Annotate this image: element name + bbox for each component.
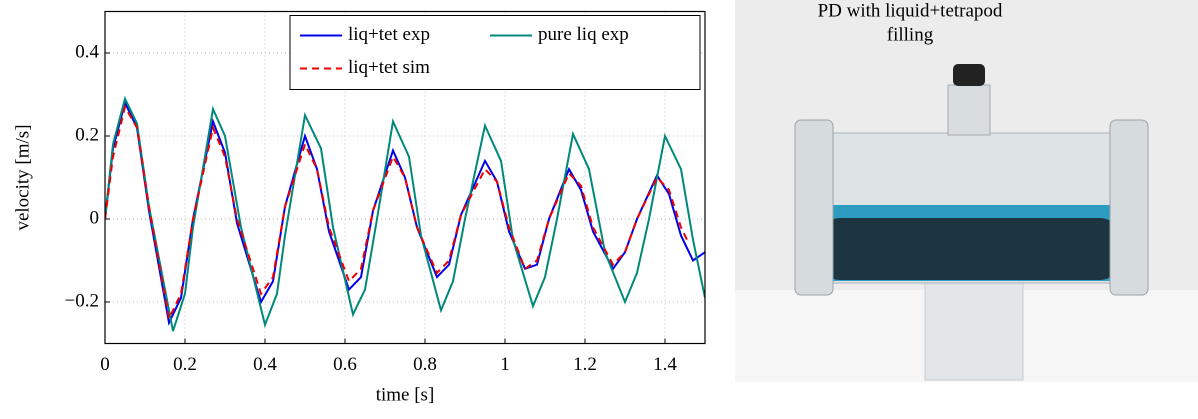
x-tick-label: 0.4 bbox=[253, 354, 277, 375]
series-line bbox=[105, 104, 690, 322]
y-tick-label: −0.2 bbox=[65, 290, 99, 311]
x-axis-label: time [s] bbox=[376, 384, 435, 405]
y-tick-label: 0 bbox=[90, 207, 100, 228]
plot: 0 0.2 0.4 0.6 0.8 1 1.2 1.4 −0.2 0 0.2 0.4 time [s] v… bbox=[12, 10, 706, 405]
end-cap-right bbox=[1109, 119, 1149, 296]
x-tick-label: 0.2 bbox=[173, 354, 197, 375]
series-line bbox=[105, 95, 705, 332]
legend-box bbox=[289, 15, 701, 90]
x-tick-label: 0 bbox=[100, 354, 110, 375]
x-tick-label: 1 bbox=[500, 354, 510, 375]
neck bbox=[947, 84, 991, 136]
series-group bbox=[105, 95, 705, 332]
tetrapods bbox=[820, 218, 1120, 280]
x-tick-label: 0.8 bbox=[413, 354, 437, 375]
end-cap-left bbox=[794, 119, 834, 296]
y-tick-label: 0.4 bbox=[75, 41, 99, 62]
photo: PD with liquid+tetrapod filling bbox=[735, 0, 1198, 382]
x-tick-label: 0.6 bbox=[333, 354, 357, 375]
y-tick-label: 0.2 bbox=[75, 124, 99, 145]
legend-label: pure liq exp bbox=[538, 24, 629, 45]
x-tick-label: 1.2 bbox=[573, 354, 597, 375]
y-axis-label: velocity [m/s] bbox=[12, 124, 33, 230]
photo-caption: PD with liquid+tetrapod bbox=[818, 0, 1003, 21]
photo-caption: filling bbox=[887, 24, 934, 45]
legend-label: liq+tet sim bbox=[348, 57, 430, 78]
stopper bbox=[953, 64, 985, 86]
x-tick-label: 1.4 bbox=[653, 354, 677, 375]
plot-frame bbox=[104, 10, 706, 345]
legend-label: liq+tet exp bbox=[348, 24, 430, 45]
